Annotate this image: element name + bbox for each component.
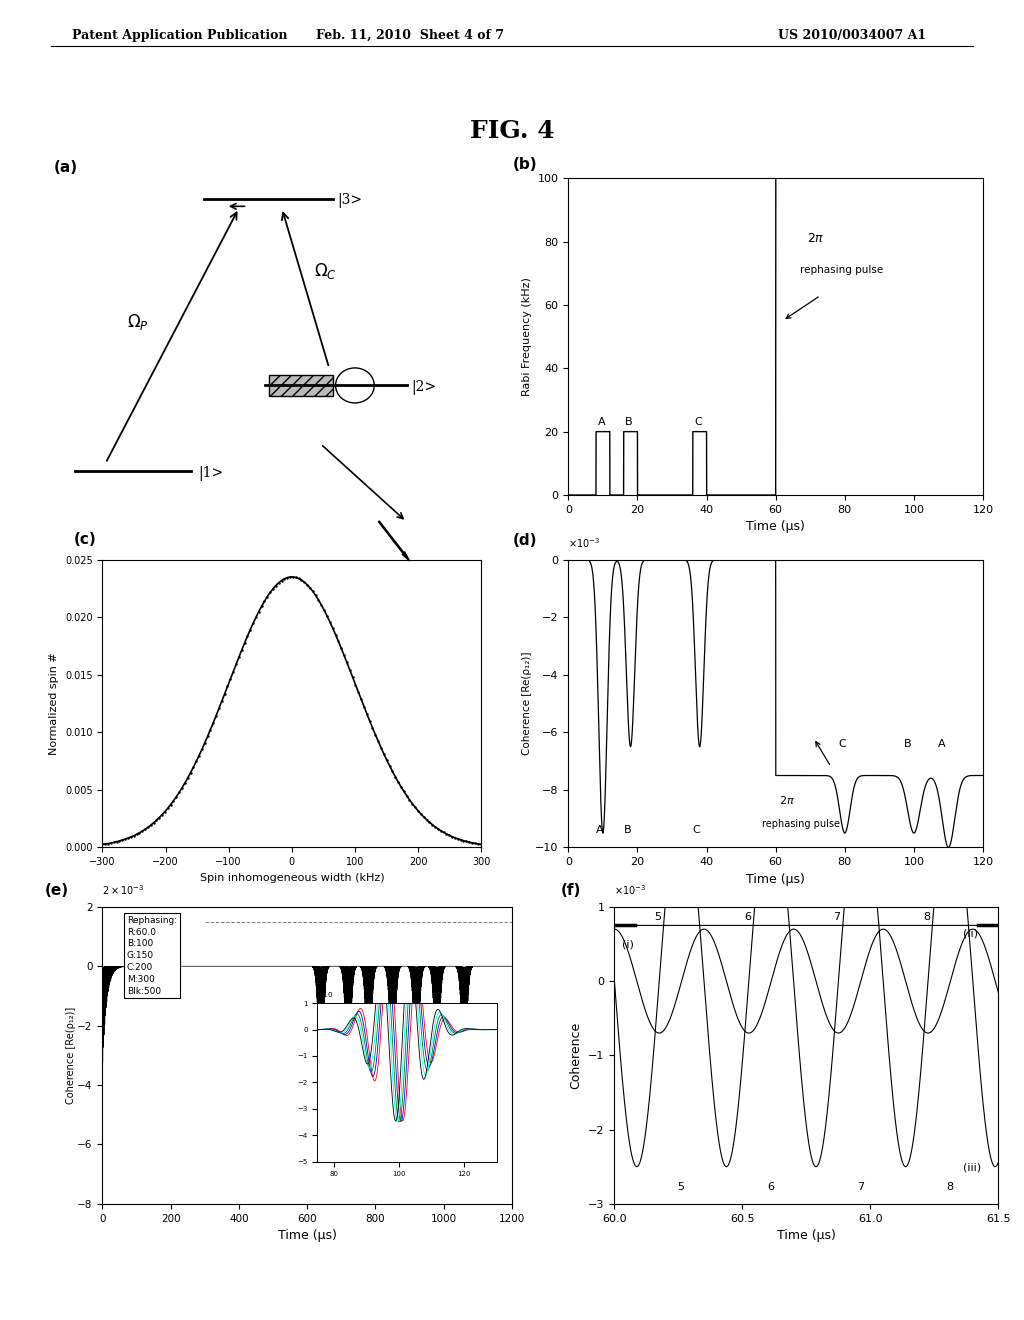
Y-axis label: Normalized spin #: Normalized spin # — [49, 652, 59, 755]
Text: 5: 5 — [654, 912, 662, 923]
X-axis label: Time (μs): Time (μs) — [746, 873, 805, 886]
Text: A: A — [596, 825, 603, 836]
Text: 7: 7 — [834, 912, 841, 923]
Text: |1>: |1> — [198, 466, 223, 480]
X-axis label: Spin inhomogeneous width (kHz): Spin inhomogeneous width (kHz) — [200, 873, 384, 883]
Y-axis label: Rabi Frequency (kHz): Rabi Frequency (kHz) — [522, 277, 532, 396]
Text: C: C — [838, 739, 846, 748]
Text: 8: 8 — [924, 912, 930, 923]
Text: C: C — [693, 825, 700, 836]
Text: |3>: |3> — [338, 193, 362, 209]
Text: Rephasing:
R:60.0
B:100
G:150
C:200
M:300
Blk:500: Rephasing: R:60.0 B:100 G:150 C:200 M:30… — [127, 916, 177, 995]
Text: (b): (b) — [513, 157, 538, 172]
Text: B: B — [626, 417, 633, 428]
Text: (i): (i) — [622, 940, 634, 949]
Text: FIG. 4: FIG. 4 — [470, 119, 554, 143]
Y-axis label: Coherence [Re(ρ₁₂)]: Coherence [Re(ρ₁₂)] — [66, 1007, 76, 1104]
Text: $2\pi$: $2\pi$ — [807, 231, 824, 244]
Y-axis label: Coherence [Re(ρ₁₂)]: Coherence [Re(ρ₁₂)] — [522, 652, 532, 755]
Text: rephasing pulse: rephasing pulse — [800, 265, 883, 276]
Text: 5: 5 — [678, 1183, 684, 1192]
Text: US 2010/0034007 A1: US 2010/0034007 A1 — [778, 29, 927, 42]
Text: (c): (c) — [74, 532, 96, 546]
Text: $\Omega_C$: $\Omega_C$ — [314, 261, 337, 281]
Text: C: C — [694, 417, 702, 428]
Text: A: A — [938, 739, 946, 748]
Text: B: B — [903, 739, 911, 748]
Text: $2\pi$: $2\pi$ — [779, 795, 795, 807]
Text: |2>: |2> — [411, 380, 436, 395]
Text: (ii): (ii) — [963, 928, 978, 939]
Text: (d): (d) — [513, 533, 538, 548]
Text: (iii): (iii) — [963, 1163, 981, 1172]
Text: A: A — [598, 417, 605, 428]
Text: $\times 10^{-3}$: $\times 10^{-3}$ — [568, 536, 600, 550]
Text: 7: 7 — [857, 1183, 863, 1192]
Text: 8: 8 — [946, 1183, 953, 1192]
Text: $\times 10$: $\times 10$ — [317, 990, 334, 999]
X-axis label: Time (μs): Time (μs) — [278, 1229, 337, 1242]
X-axis label: Time (μs): Time (μs) — [746, 520, 805, 533]
Text: Patent Application Publication: Patent Application Publication — [72, 29, 287, 42]
Text: (f): (f) — [561, 883, 581, 898]
Text: 6: 6 — [744, 912, 751, 923]
Text: $2 \times 10^{-3}$: $2 \times 10^{-3}$ — [102, 883, 144, 898]
Text: (a): (a) — [54, 160, 78, 174]
Bar — [269, 375, 334, 396]
Text: 6: 6 — [767, 1183, 774, 1192]
X-axis label: Time (μs): Time (μs) — [777, 1229, 836, 1242]
Text: $\times 10^{-3}$: $\times 10^{-3}$ — [614, 883, 646, 898]
Text: (e): (e) — [45, 883, 70, 898]
Y-axis label: Coherence: Coherence — [569, 1022, 583, 1089]
Text: $\Omega_P$: $\Omega_P$ — [127, 312, 148, 333]
Text: B: B — [624, 825, 631, 836]
Text: rephasing pulse: rephasing pulse — [762, 820, 840, 829]
Text: Feb. 11, 2010  Sheet 4 of 7: Feb. 11, 2010 Sheet 4 of 7 — [315, 29, 504, 42]
